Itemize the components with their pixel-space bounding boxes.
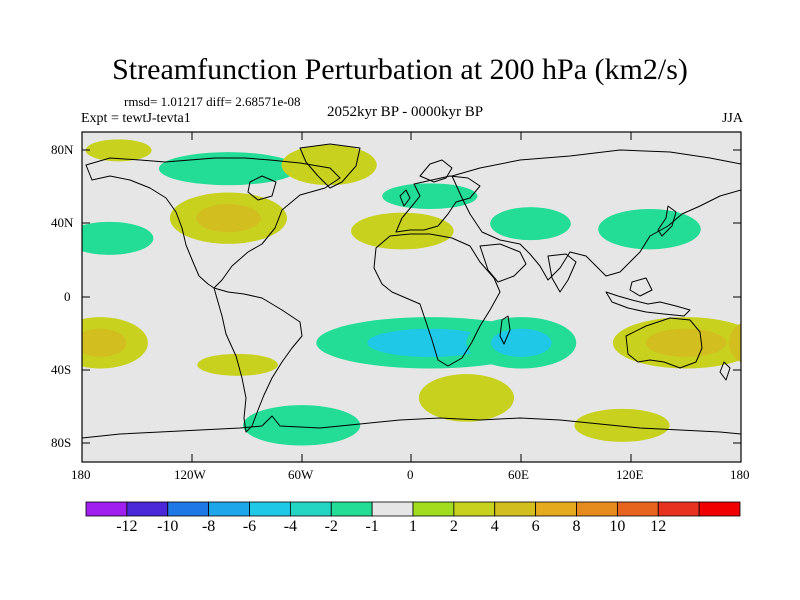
period-label: 2052kyr BP - 0000kyr BP xyxy=(326,104,484,120)
anomaly-region xyxy=(490,207,571,241)
coastline-hudson-bay xyxy=(247,175,277,201)
colorbar-label: -4 xyxy=(283,518,298,535)
figure-title: Streamfunction Perturbation at 200 hPa (… xyxy=(112,53,688,86)
colorbar-swatch xyxy=(657,501,700,517)
colorbar-label: 1 xyxy=(409,518,417,535)
anomaly-region xyxy=(158,152,299,186)
colorbar-label: 10 xyxy=(609,518,626,535)
coastlines xyxy=(82,143,741,439)
colorbar-swatch xyxy=(453,501,496,517)
lon-tick-label: 180 xyxy=(730,467,750,482)
anomaly-region xyxy=(382,183,478,210)
coastline-australia xyxy=(625,317,703,369)
coastline-greenland xyxy=(299,143,361,189)
colorbar-label: -10 xyxy=(157,518,179,535)
colorbar xyxy=(85,501,741,517)
colorbar-label: -12 xyxy=(116,518,138,535)
coastline-arabia xyxy=(479,243,527,283)
colorbar-label: -6 xyxy=(242,518,257,535)
coastline-north-america xyxy=(85,157,341,289)
anomaly-core xyxy=(491,328,552,357)
coastline-britain xyxy=(399,189,411,207)
colorbar-swatch xyxy=(535,501,577,517)
colorbar-label: -8 xyxy=(201,518,216,535)
lon-tick-label: 120E xyxy=(616,467,644,482)
anomaly-core xyxy=(367,328,493,357)
colorbar-label: 6 xyxy=(531,518,540,535)
anomaly-shading xyxy=(82,139,741,446)
colorbar-label: -1 xyxy=(365,518,379,535)
lon-tick-label: 180 xyxy=(71,467,91,482)
colorbar-swatch xyxy=(126,501,169,517)
anomaly-region xyxy=(243,405,361,446)
coastline-africa xyxy=(373,233,501,367)
colorbar-swatch xyxy=(330,501,373,517)
colorbar-swatch xyxy=(208,501,250,517)
colorbar-label: 2 xyxy=(449,518,458,535)
colorbar-label: 8 xyxy=(572,518,581,535)
anomaly-region xyxy=(82,221,154,255)
coastline-asia xyxy=(451,149,741,281)
lon-tick-label: 60E xyxy=(508,467,529,482)
coastline-new-zealand xyxy=(719,361,731,381)
lat-tick-label: 80N xyxy=(51,142,74,157)
colorbar-swatch xyxy=(249,501,291,517)
coastline-scandinavia xyxy=(419,159,453,183)
anomaly-region xyxy=(197,353,278,376)
anomaly-region xyxy=(574,408,670,442)
anomaly-core xyxy=(196,204,261,233)
lat-tick-label: 40S xyxy=(51,362,72,377)
anomaly-region xyxy=(418,374,515,422)
lat-tick-label: 40N xyxy=(51,215,74,230)
axis-ticks xyxy=(81,132,742,462)
lon-tick-label: 60W xyxy=(288,467,314,482)
anomaly-region xyxy=(598,209,701,250)
coastline-europe xyxy=(395,175,481,233)
colorbar-swatch xyxy=(494,501,537,517)
lat-tick-label: 80S xyxy=(51,435,72,450)
anomaly-region xyxy=(85,139,152,162)
anomaly-region xyxy=(281,144,377,186)
coastline-borneo xyxy=(629,277,653,297)
colorbar-swatch xyxy=(167,501,210,517)
anomaly-core xyxy=(729,323,741,363)
anomaly-core xyxy=(645,328,727,357)
coastline-japan xyxy=(657,205,677,237)
anomaly-core xyxy=(82,328,127,357)
coastline-south-america xyxy=(213,287,303,433)
colorbar-swatch xyxy=(289,501,332,517)
colorbar-swatch xyxy=(85,501,128,517)
colorbar-swatch xyxy=(616,501,659,517)
coastline-india xyxy=(547,253,577,293)
colorbar-label: 12 xyxy=(650,518,667,535)
stats-text: rmsd= 1.01217 diff= 2.68571e-08 xyxy=(124,94,301,109)
colorbar-swatch xyxy=(412,501,455,517)
lon-tick-label: 120W xyxy=(174,467,206,482)
coastline-antarctica xyxy=(82,415,741,439)
colorbar-swatch xyxy=(576,501,618,517)
experiment-label: Expt = tewtJ-tevta1 xyxy=(81,111,191,126)
colorbar-label: 4 xyxy=(490,518,499,535)
coastline-indonesia xyxy=(605,291,691,317)
coastline-madagascar xyxy=(499,315,511,345)
colorbar-swatch xyxy=(698,501,741,517)
colorbar-swatch xyxy=(371,501,414,517)
colorbar-label: -2 xyxy=(324,518,338,535)
lat-tick-label: 0 xyxy=(64,289,71,304)
lon-tick-label: 0 xyxy=(407,467,414,482)
map-panel xyxy=(81,131,742,463)
season-label: JJA xyxy=(721,111,743,126)
